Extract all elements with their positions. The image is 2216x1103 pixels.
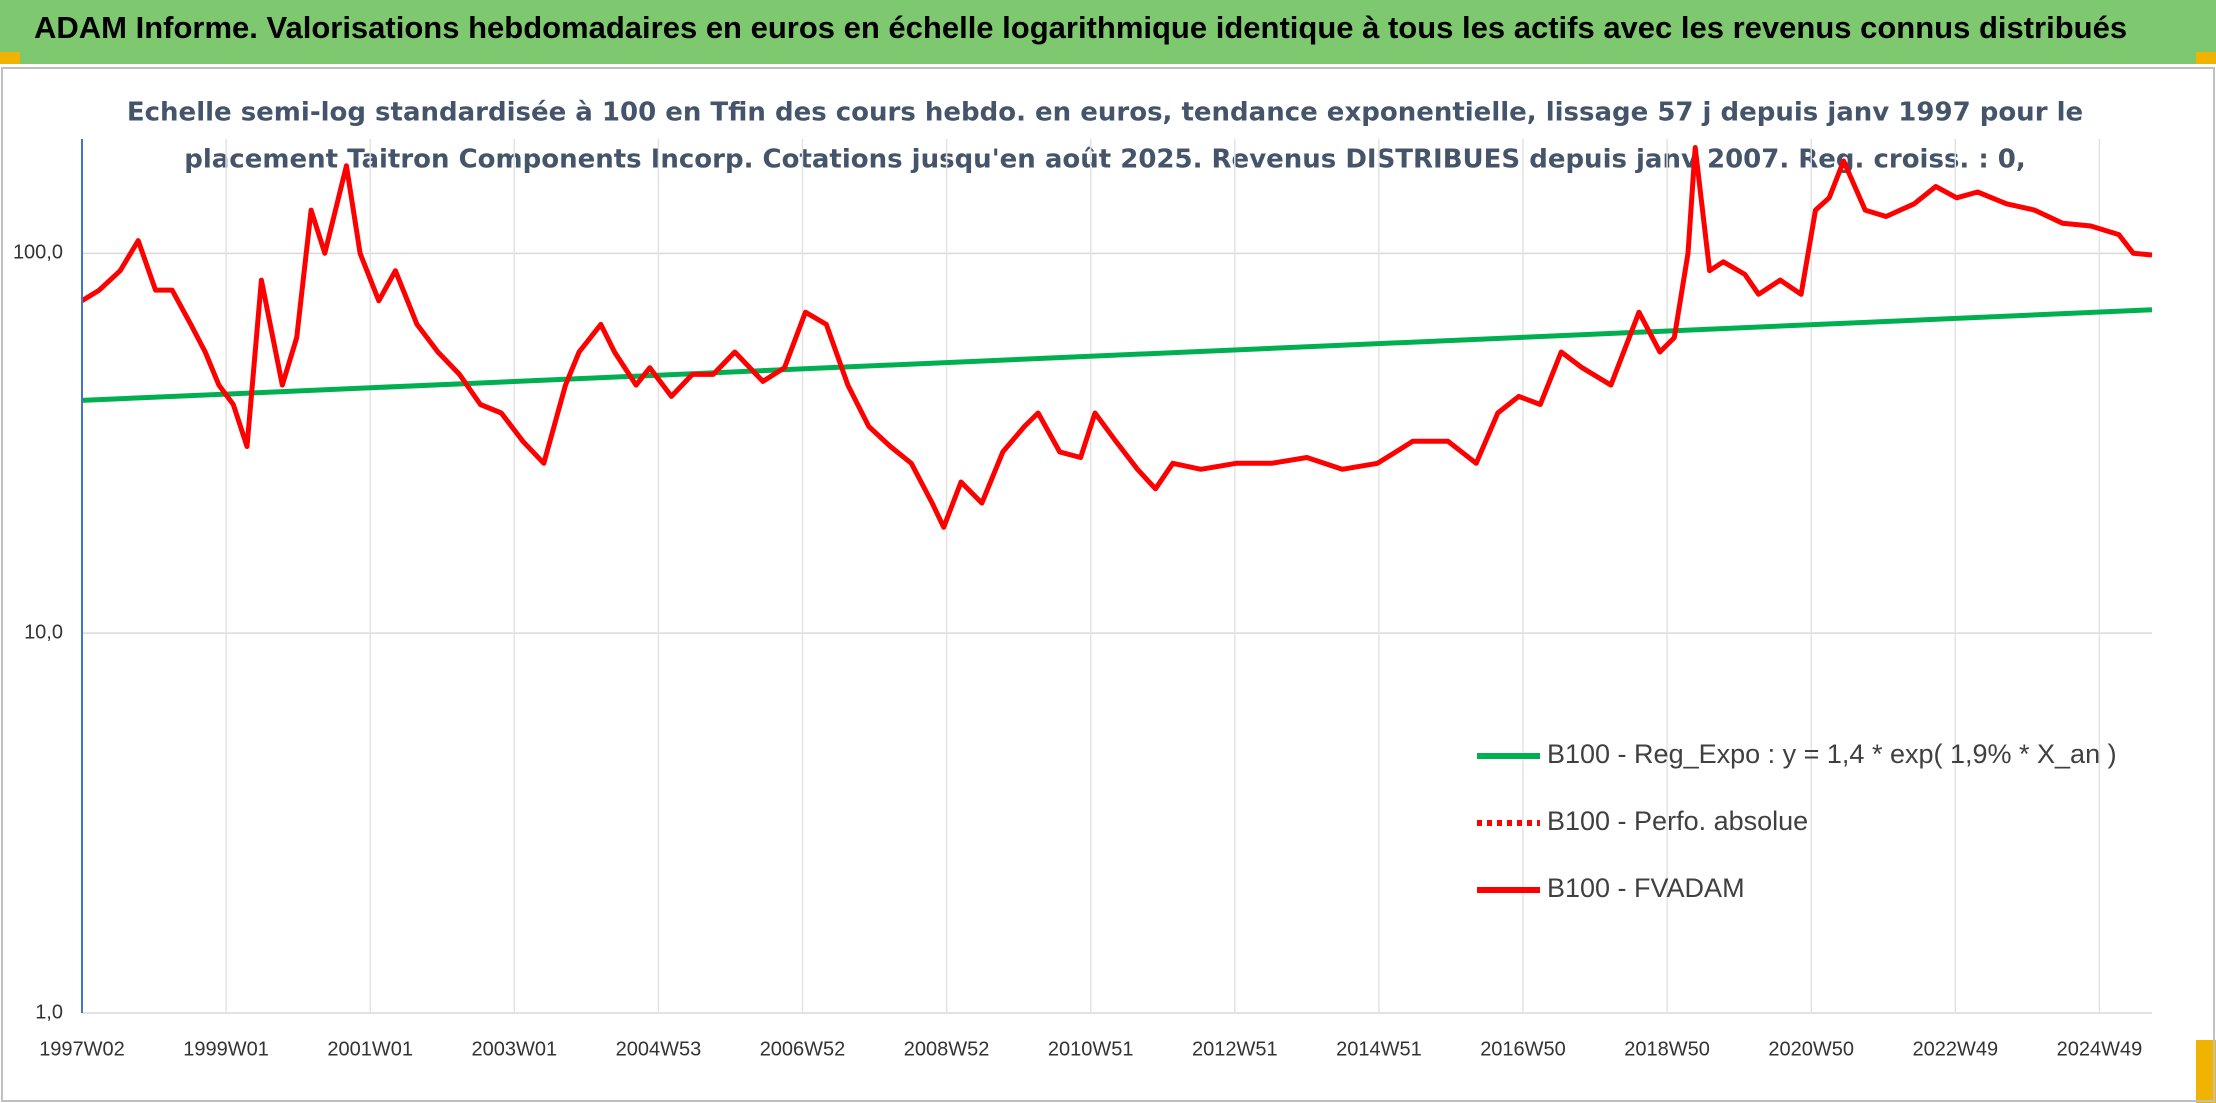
legend-label: B100 - FVADAM bbox=[1547, 873, 1745, 903]
chart-subtitle: Echelle semi-log standardisée à 100 en T… bbox=[127, 98, 2083, 128]
corner-mark bbox=[2196, 52, 2216, 64]
legend-label: B100 - Reg_Expo : y = 1,4 * exp( 1,9% * … bbox=[1547, 739, 2117, 769]
x-tick-label: 2024W49 bbox=[2057, 1038, 2143, 1060]
x-tick-label: 2003W01 bbox=[471, 1038, 557, 1060]
chart-subtitle: placement Taitron Components Incorp. Cot… bbox=[184, 145, 2026, 175]
x-tick-label: 2016W50 bbox=[1480, 1038, 1566, 1060]
legend-label: B100 - Perfo. absolue bbox=[1547, 806, 1808, 836]
x-tick-label: 2014W51 bbox=[1336, 1038, 1422, 1060]
chart-border bbox=[1, 67, 2215, 1102]
series-line bbox=[80, 145, 2153, 530]
page-title: ADAM Informe. Valorisations hebdomadaire… bbox=[34, 10, 2127, 45]
series-line bbox=[81, 307, 2153, 403]
x-tick-label: 2022W49 bbox=[1912, 1038, 1998, 1060]
header-bar bbox=[0, 0, 2216, 64]
corner-mark bbox=[2196, 1040, 2216, 1103]
x-tick-label: 2010W51 bbox=[1048, 1038, 1134, 1060]
x-tick-label: 2018W50 bbox=[1624, 1038, 1710, 1060]
x-tick-label: 2020W50 bbox=[1768, 1038, 1854, 1060]
y-tick-label: 10,0 bbox=[24, 621, 63, 643]
x-tick-label: 2001W01 bbox=[327, 1038, 413, 1060]
y-tick-label: 100,0 bbox=[13, 242, 63, 264]
x-tick-label: 1999W01 bbox=[183, 1038, 269, 1060]
x-tick-label: 1997W02 bbox=[39, 1038, 125, 1060]
corner-mark bbox=[0, 52, 20, 64]
x-tick-label: 2006W52 bbox=[760, 1038, 846, 1060]
x-tick-label: 2004W53 bbox=[616, 1038, 702, 1060]
y-tick-label: 1,0 bbox=[35, 1001, 63, 1023]
x-tick-label: 2012W51 bbox=[1192, 1038, 1278, 1060]
x-tick-label: 2008W52 bbox=[904, 1038, 990, 1060]
